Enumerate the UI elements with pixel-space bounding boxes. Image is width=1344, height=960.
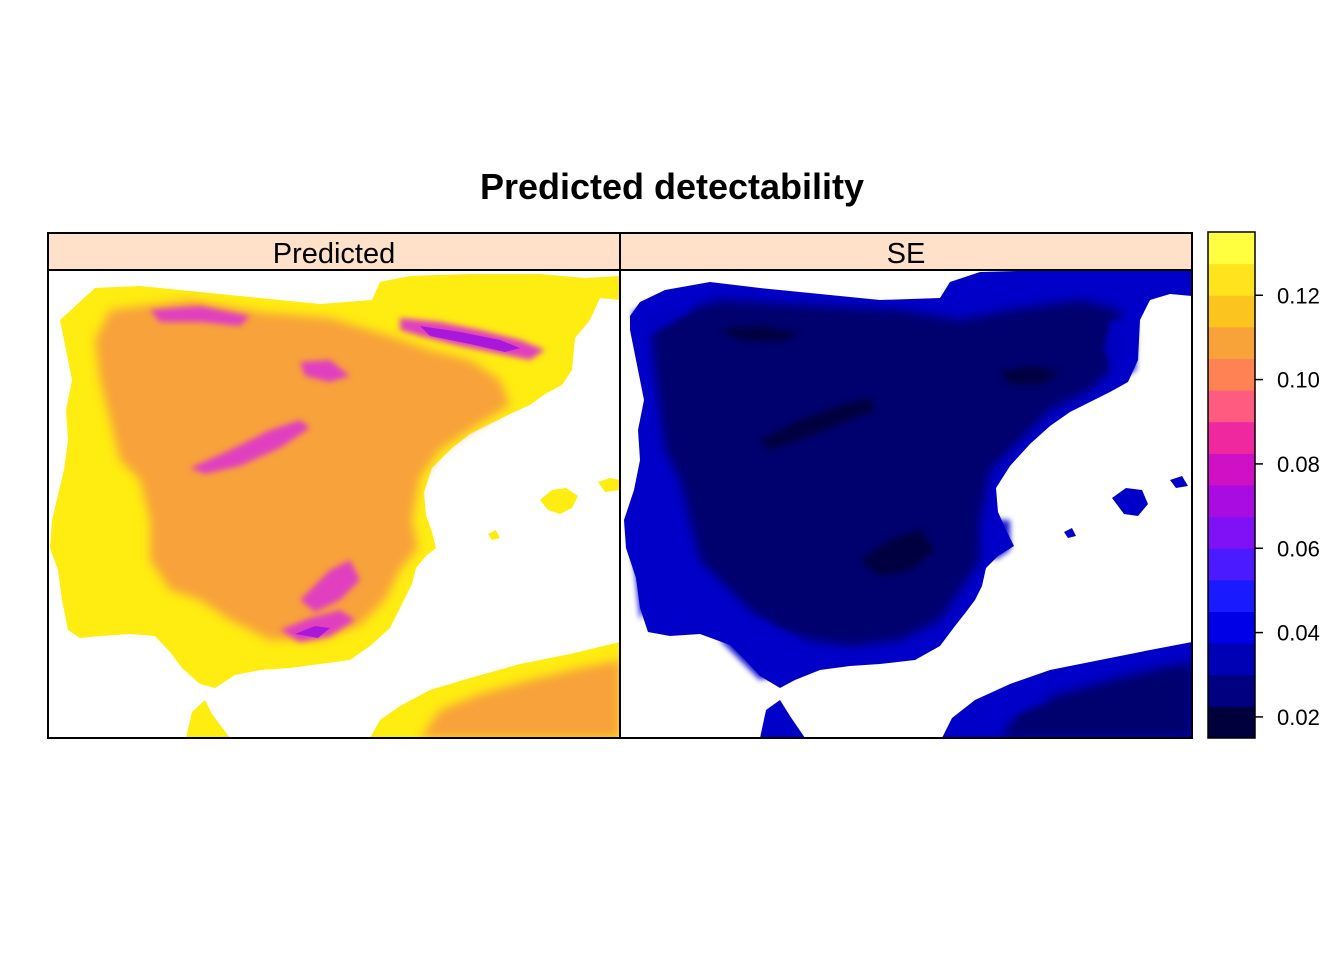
se-africa-interior	[1000, 662, 1192, 738]
color-key-swatch	[1208, 453, 1255, 486]
panel-se	[620, 270, 1192, 738]
mallorca-predicted	[540, 488, 578, 514]
color-key-tick-label: 0.08	[1277, 452, 1320, 477]
color-key-tick-label: 0.12	[1277, 283, 1320, 308]
ceuta-predicted	[186, 700, 230, 738]
color-key-tick-label: 0.10	[1277, 368, 1320, 393]
central-system	[190, 420, 310, 474]
strip-label-predicted: Predicted	[273, 238, 396, 270]
color-key-swatch	[1208, 358, 1255, 391]
color-key-swatch	[1208, 232, 1255, 265]
se-interior	[650, 300, 1192, 738]
color-key-swatch	[1208, 421, 1255, 454]
sierra-nevada-peak	[295, 626, 330, 638]
color-key-swatch	[1208, 579, 1255, 612]
se-catalonia	[1104, 320, 1136, 380]
ibiza-predicted	[488, 530, 500, 540]
strip-label-se: SE	[887, 238, 926, 270]
menorca-predicted	[598, 478, 620, 492]
color-key-swatch	[1208, 516, 1255, 549]
color-key-swatch	[1208, 643, 1255, 676]
panel-frame-se	[619, 269, 1193, 739]
se-highest-zones	[628, 292, 1136, 730]
plot-title: Predicted detectability	[479, 166, 865, 207]
se-meseta-zone	[650, 300, 1120, 646]
se-portugal-coast	[628, 500, 662, 620]
color-key-swatch	[1208, 326, 1255, 359]
ibiza-se	[1064, 528, 1076, 538]
strip-predicted	[47, 232, 621, 271]
color-key-swatch	[1208, 611, 1255, 644]
panel-predicted	[48, 270, 620, 738]
se-central-system	[760, 398, 875, 450]
color-key-swatch	[1208, 706, 1255, 739]
cantabrian-range	[150, 306, 250, 326]
betic-range	[300, 560, 360, 612]
color-key-swatch	[1208, 674, 1255, 707]
color-key-ticks: 0.02 0.04 0.06 0.08 0.10 0.12	[1255, 283, 1320, 730]
pyrenees-peak	[420, 326, 520, 352]
se-galicia-coast	[632, 292, 700, 340]
se-africa-coast	[960, 692, 1050, 730]
color-key-swatch	[1208, 390, 1255, 423]
color-key-swatch	[1208, 295, 1255, 328]
menorca-se	[1170, 476, 1188, 488]
predicted-interior	[95, 300, 620, 738]
color-key-tick-label: 0.04	[1277, 621, 1320, 646]
se-ebro	[1000, 366, 1060, 384]
color-key-swatch	[1208, 548, 1255, 581]
color-key-frame	[1207, 231, 1256, 739]
se-levante-coast	[985, 520, 1010, 560]
color-key-tick-label: 0.02	[1277, 705, 1320, 730]
strip-se	[619, 232, 1193, 271]
color-key-swatch	[1208, 485, 1255, 518]
meseta-zone	[95, 300, 510, 640]
mallorca-se	[1112, 488, 1148, 516]
predicted-peaks	[295, 326, 520, 638]
se-cantabrian	[720, 326, 800, 342]
se-guadalquivir	[720, 620, 800, 680]
ceuta-se	[760, 700, 805, 738]
iberian-range	[300, 360, 350, 382]
se-betic	[860, 530, 935, 576]
color-key-tick-label: 0.06	[1277, 536, 1320, 561]
africa-interior	[420, 660, 620, 738]
color-key-swatch	[1208, 263, 1255, 296]
color-key	[1208, 232, 1255, 739]
se-lowest-zones	[720, 326, 1060, 576]
